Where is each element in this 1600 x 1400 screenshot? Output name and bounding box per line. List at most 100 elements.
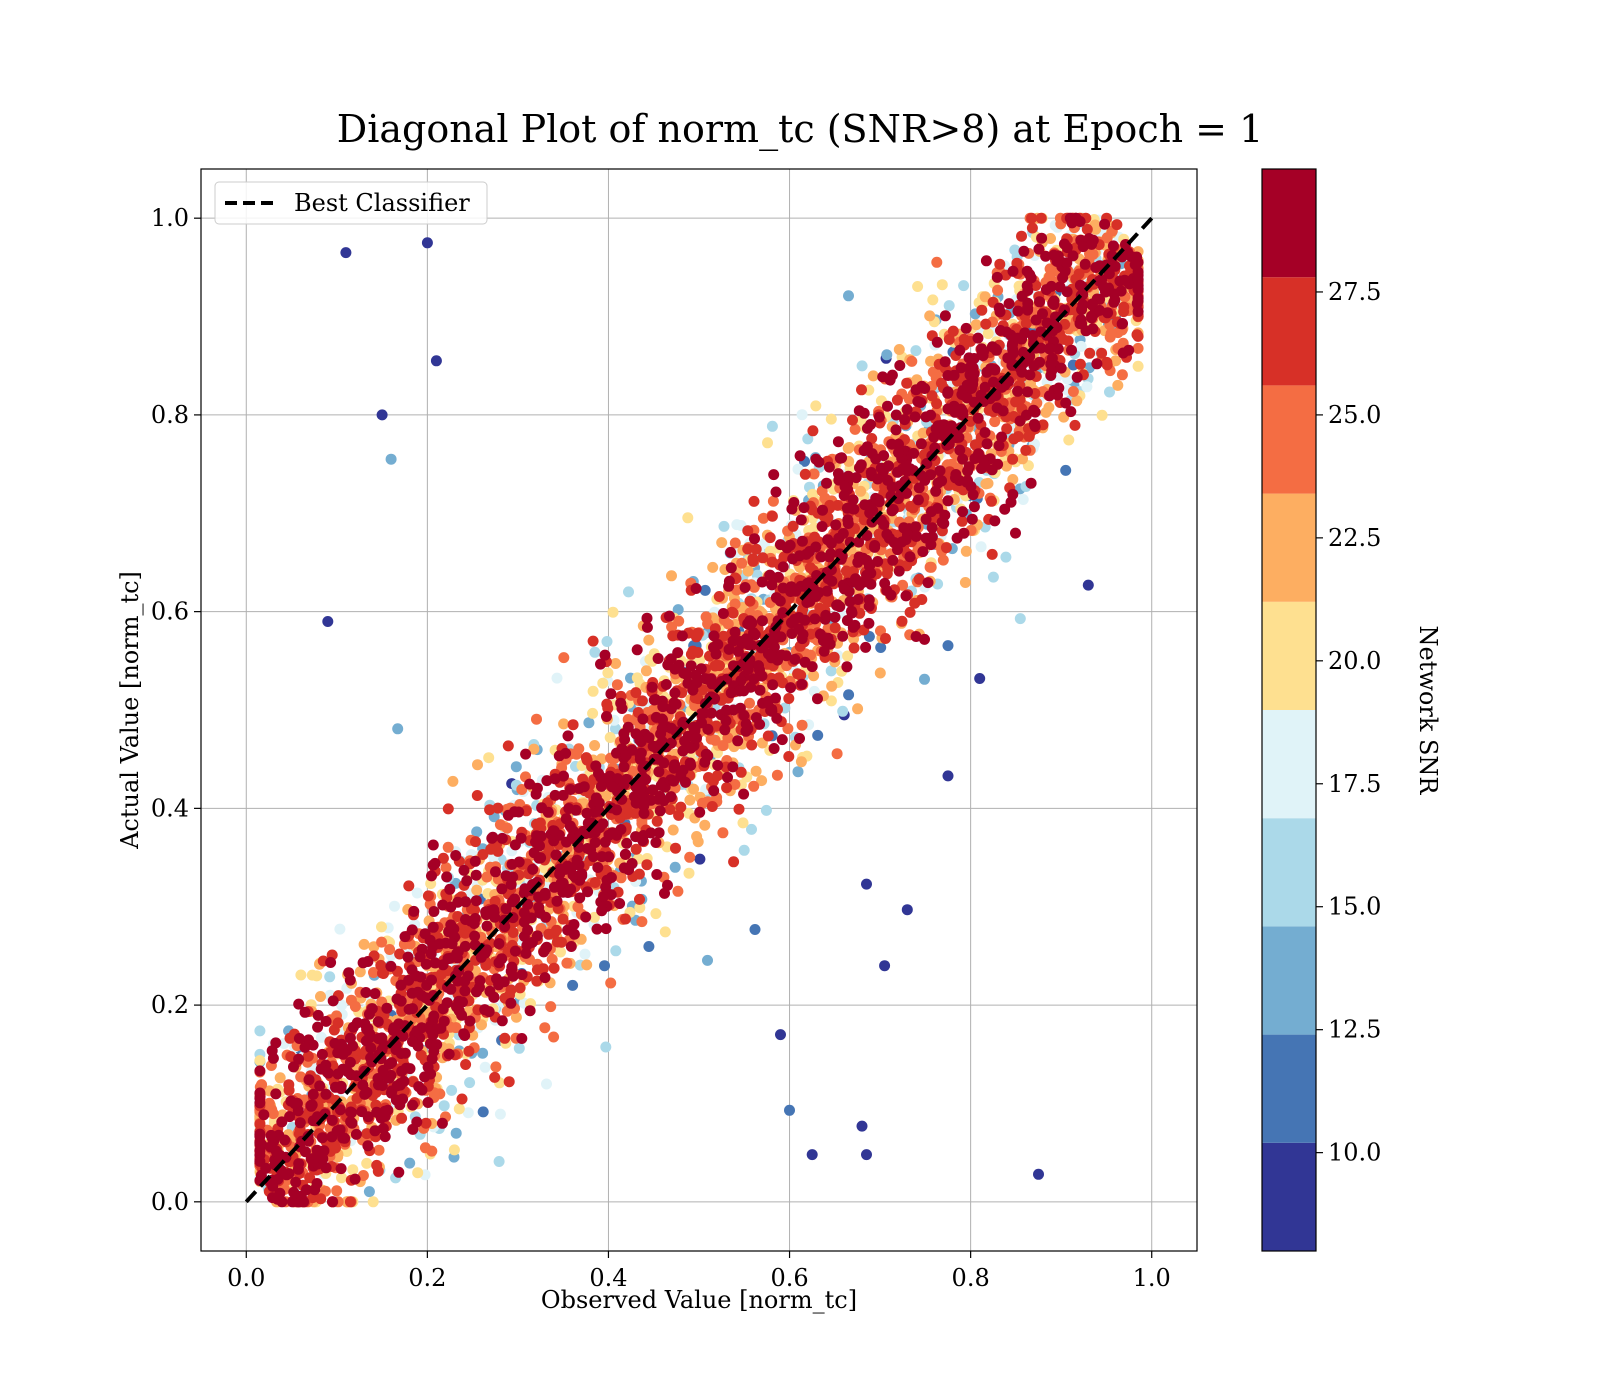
scatter-point: [738, 788, 750, 800]
scatter-point: [766, 652, 777, 664]
scatter-point: [496, 883, 508, 895]
scatter-point: [1084, 248, 1095, 260]
scatter-point: [837, 630, 849, 642]
scatter-point: [910, 631, 922, 642]
scatter-point: [690, 583, 702, 594]
scatter-point: [571, 854, 583, 866]
scatter-point: [1034, 296, 1045, 308]
scatter-point: [636, 695, 648, 707]
scatter-point: [429, 957, 441, 969]
scatter-point: [750, 765, 762, 777]
scatter-point: [357, 957, 369, 969]
scatter-point: [327, 995, 339, 1007]
scatter-point: [595, 780, 607, 792]
scatter-point: [1071, 371, 1083, 383]
scatter-point: [890, 409, 902, 421]
scatter-point: [576, 870, 588, 882]
scatter-point: [936, 475, 948, 487]
scatter-point: [336, 1172, 347, 1184]
scatter-point: [368, 967, 379, 978]
scatter-point: [934, 465, 946, 477]
scatter-point: [804, 562, 816, 574]
scatter-point: [589, 646, 601, 658]
scatter-point: [747, 555, 759, 567]
scatter-point: [311, 970, 323, 982]
scatter-point: [928, 431, 940, 443]
scatter-point: [699, 584, 711, 596]
scatter-point: [1082, 579, 1094, 591]
scatter-point: [975, 541, 987, 553]
scatter-point: [859, 499, 871, 511]
scatter-point: [376, 921, 387, 933]
scatter-point: [925, 561, 937, 573]
scatter-point: [1132, 330, 1144, 342]
scatter-point: [646, 681, 658, 693]
scatter-point: [900, 590, 912, 602]
scatter-point: [766, 556, 778, 568]
scatter-point: [853, 536, 865, 548]
scatter-point: [503, 1076, 515, 1088]
scatter-point: [780, 650, 792, 662]
scatter-point: [379, 1131, 391, 1143]
scatter-point: [641, 612, 653, 624]
scatter-point: [634, 749, 646, 761]
scatter-point: [979, 427, 991, 438]
scatter-point: [546, 953, 558, 965]
scatter-point: [633, 868, 645, 880]
scatter-point: [842, 514, 854, 526]
scatter-point: [500, 870, 512, 882]
scatter-point: [672, 604, 684, 616]
scatter-point: [1043, 271, 1055, 283]
scatter-point: [412, 1167, 424, 1179]
scatter-point: [302, 1050, 314, 1062]
scatter-point: [588, 911, 600, 923]
scatter-point: [1116, 369, 1128, 381]
scatter-point: [772, 571, 784, 583]
scatter-point: [499, 1032, 511, 1044]
scatter-point: [525, 912, 537, 924]
scatter-point: [346, 1117, 358, 1129]
scatter-point: [675, 801, 687, 813]
scatter-point: [441, 871, 453, 883]
scatter-point: [402, 951, 414, 963]
scatter-point: [1065, 406, 1077, 418]
scatter-point: [254, 1055, 266, 1067]
scatter-point: [926, 390, 938, 402]
scatter-point: [492, 802, 504, 814]
scatter-point: [912, 281, 924, 292]
scatter-point: [966, 513, 978, 525]
scatter-point: [645, 827, 657, 839]
scatter-point: [376, 409, 388, 421]
scatter-point: [520, 947, 532, 959]
scatter-point: [722, 771, 733, 783]
scatter-point: [849, 423, 861, 435]
scatter-point: [731, 519, 743, 531]
scatter-point: [471, 790, 483, 801]
scatter-point: [438, 1015, 450, 1027]
scatter-point: [881, 528, 893, 540]
scatter-point: [315, 1193, 327, 1205]
scatter-point: [329, 1141, 341, 1152]
scatter-point: [623, 586, 634, 598]
scatter-point: [477, 1106, 489, 1118]
scatter-point: [447, 775, 459, 787]
scatter-point: [284, 1111, 296, 1123]
scatter-point: [989, 416, 1001, 428]
scatter-point: [742, 565, 754, 577]
scatter-point: [738, 685, 750, 697]
scatter-point: [597, 677, 609, 689]
scatter-point: [443, 1048, 455, 1060]
scatter-point: [807, 488, 819, 500]
scatter-point: [1033, 1168, 1044, 1180]
scatter-point: [940, 542, 952, 554]
scatter-point: [798, 502, 810, 514]
scatter-point: [489, 895, 501, 907]
scatter-point: [653, 766, 665, 778]
scatter-point: [320, 1088, 332, 1100]
scatter-point: [826, 680, 838, 692]
scatter-point: [465, 915, 477, 927]
scatter-point: [392, 723, 404, 735]
scatter-point: [549, 773, 561, 785]
scatter-point: [771, 712, 783, 724]
